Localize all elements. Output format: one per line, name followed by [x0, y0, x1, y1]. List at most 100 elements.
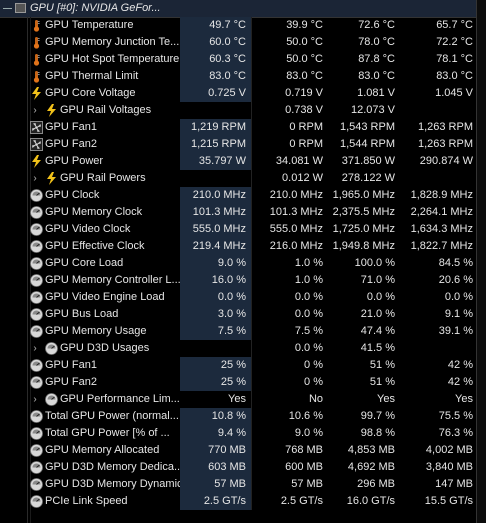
current-value: 25 %: [180, 357, 252, 374]
min-value: 50.0 °C: [286, 36, 323, 48]
sensor-row[interactable]: GPU Hot Spot Temperature 60.3 °C 50.0 °C 87…: [0, 51, 486, 68]
current-value: 3.0 %: [180, 306, 252, 323]
sensor-row[interactable]: GPU Thermal Limit 83.0 °C 83.0 °C 83.0 °C 83…: [0, 68, 486, 85]
max-value: 98.8 %: [360, 427, 395, 439]
collapse-line-icon[interactable]: [3, 8, 12, 9]
sensor-row[interactable]: GPU Fan1 25 % 0 % 51 % 42 %: [0, 357, 486, 374]
sensor-label: GPU Clock: [45, 189, 100, 201]
sensor-label: GPU Fan2: [45, 138, 97, 150]
sensor-label: Total GPU Power (normal...: [45, 410, 179, 422]
gpu-group-title: GPU [#0]: NVIDIA GeFor...: [30, 2, 161, 14]
sensor-row[interactable]: Total GPU Power (normal... 10.8 % 10.6 % 99…: [0, 408, 486, 425]
avg-value: 65.7 °C: [436, 19, 473, 31]
sensor-group-row[interactable]: › GPU D3D Usages 0.0 % 41.5 %: [0, 340, 486, 357]
sensor-name-cell: GPU Hot Spot Temperature: [0, 51, 180, 68]
min-value: 600 MB: [285, 461, 323, 473]
sensor-row[interactable]: GPU Power 35.797 W 34.081 W 371.850 W 290.87…: [0, 153, 486, 170]
sensor-label: GPU D3D Memory Dedica...: [45, 461, 180, 473]
max-value: 278.122 W: [341, 172, 395, 184]
max-value: 0.0 %: [366, 291, 395, 303]
gauge-icon: [30, 376, 43, 389]
expand-chevron-icon[interactable]: ›: [33, 394, 37, 405]
avg-value: Yes: [455, 393, 473, 405]
max-value: 1,725.0 MHz: [332, 223, 395, 235]
max-value: 1,965.0 MHz: [332, 189, 395, 201]
expand-chevron-icon[interactable]: ›: [33, 343, 37, 354]
sensor-row[interactable]: GPU D3D Memory Dynamic 57 MB 57 MB 296 MB 14…: [0, 476, 486, 493]
sensor-row[interactable]: GPU Effective Clock 219.4 MHz 216.0 MHz 1,9…: [0, 238, 486, 255]
min-value: 0.719 V: [285, 87, 323, 99]
min-value: 0.0 %: [294, 308, 323, 320]
max-value: 1,543 RPM: [339, 121, 395, 133]
sensor-row[interactable]: GPU Bus Load 3.0 % 0.0 % 21.0 % 9.1 %: [0, 306, 486, 323]
current-value: 219.4 MHz: [180, 238, 252, 255]
sensor-row[interactable]: GPU D3D Memory Dedica... 603 MB 600 MB 4,69…: [0, 459, 486, 476]
sensor-row[interactable]: GPU Clock 210.0 MHz 210.0 MHz 1,965.0 MHz 1,…: [0, 187, 486, 204]
avg-value: [400, 340, 476, 357]
sensor-row[interactable]: PCIe Link Speed 2.5 GT/s 2.5 GT/s 16.0 GT/s…: [0, 493, 486, 510]
avg-value: 3,840 MB: [425, 461, 473, 473]
min-value: 50.0 °C: [286, 53, 323, 65]
sensor-label: PCIe Link Speed: [45, 495, 128, 507]
sensor-name-cell: GPU Clock: [0, 187, 180, 204]
avg-value: 1,828.9 MHz: [410, 189, 473, 201]
max-value: 78.0 °C: [358, 36, 395, 48]
max-value: 87.8 °C: [358, 53, 395, 65]
min-value: 555.0 MHz: [269, 223, 323, 235]
min-value: 0 RPM: [289, 121, 323, 133]
sensor-label: GPU Temperature: [45, 19, 134, 31]
sensor-name-cell: › GPU D3D Usages: [0, 340, 180, 357]
sensor-group-row[interactable]: › GPU Rail Powers 0.012 W 278.122 W: [0, 170, 486, 187]
max-value: 2,375.5 MHz: [332, 206, 395, 218]
sensor-row[interactable]: GPU Memory Junction Te... 60.0 °C 50.0 °C 7…: [0, 34, 486, 51]
sensor-row[interactable]: GPU Fan2 25 % 0 % 51 % 42 %: [0, 374, 486, 391]
expand-chevron-icon[interactable]: ›: [33, 173, 37, 184]
fan-icon: [30, 121, 43, 134]
min-value: 0 RPM: [289, 138, 323, 150]
sensor-row[interactable]: GPU Memory Clock 101.3 MHz 101.3 MHz 2,375.…: [0, 204, 486, 221]
sensor-row[interactable]: GPU Fan2 1,215 RPM 0 RPM 1,544 RPM 1,263 RPM: [0, 136, 486, 153]
lightning-icon: [45, 104, 58, 117]
avg-value: 1,634.3 MHz: [410, 223, 473, 235]
max-value: 41.5 %: [360, 342, 395, 354]
current-value: [180, 340, 252, 357]
sensor-label: GPU Fan2: [45, 376, 97, 388]
scrollbar[interactable]: [477, 0, 486, 523]
min-value: 34.081 W: [275, 155, 323, 167]
sensor-row[interactable]: GPU Video Clock 555.0 MHz 555.0 MHz 1,725.0…: [0, 221, 486, 238]
sensor-row[interactable]: GPU Temperature 49.7 °C 39.9 °C 72.6 °C 65.7…: [0, 17, 486, 34]
current-value: 25 %: [180, 374, 252, 391]
sensor-row[interactable]: GPU Fan1 1,219 RPM 0 RPM 1,543 RPM 1,263 RPM: [0, 119, 486, 136]
max-value: 16.0 GT/s: [346, 495, 395, 507]
sensor-name-cell: GPU Bus Load: [0, 306, 180, 323]
gpu-chip-icon: [15, 3, 26, 13]
min-value: 0.738 V: [285, 104, 323, 116]
sensor-label: GPU Memory Allocated: [45, 444, 160, 456]
current-value: Yes: [180, 391, 252, 408]
sensor-name-cell: GPU Fan2: [0, 374, 180, 391]
sensor-label: GPU Rail Powers: [60, 172, 146, 184]
sensor-group-row[interactable]: › GPU Rail Voltages 0.738 V 12.073 V: [0, 102, 486, 119]
gauge-icon: [45, 342, 58, 355]
sensor-name-cell: GPU D3D Memory Dynamic: [0, 476, 180, 493]
gpu-group-header[interactable]: GPU [#0]: NVIDIA GeFor...: [0, 0, 486, 17]
sensor-label: GPU Effective Clock: [45, 240, 145, 252]
current-value: 0.0 %: [180, 289, 252, 306]
min-value: 768 MB: [285, 444, 323, 456]
sensor-row[interactable]: GPU Memory Allocated 770 MB 768 MB 4,853 MB…: [0, 442, 486, 459]
sensor-label: GPU Fan1: [45, 121, 97, 133]
sensor-row[interactable]: GPU Core Load 9.0 % 1.0 % 100.0 % 84.5 %: [0, 255, 486, 272]
avg-value: 72.2 °C: [436, 36, 473, 48]
max-value: 371.850 W: [341, 155, 395, 167]
sensor-row[interactable]: GPU Memory Usage 7.5 % 7.5 % 47.4 % 39.1 %: [0, 323, 486, 340]
sensor-row[interactable]: GPU Video Engine Load 0.0 % 0.0 % 0.0 % 0.0 …: [0, 289, 486, 306]
thermometer-icon: [30, 19, 43, 32]
sensor-row[interactable]: GPU Memory Controller L... 16.0 % 1.0 % 71.…: [0, 272, 486, 289]
sensor-row[interactable]: Total GPU Power [% of ... 9.4 % 9.0 % 98.8 …: [0, 425, 486, 442]
expand-chevron-icon[interactable]: ›: [33, 105, 37, 116]
sensor-group-row[interactable]: › GPU Performance Lim... Yes No Yes Yes: [0, 391, 486, 408]
sensor-row[interactable]: GPU Core Voltage 0.725 V 0.719 V 1.081 V 1.0…: [0, 85, 486, 102]
current-value: 210.0 MHz: [180, 187, 252, 204]
max-value: 21.0 %: [360, 308, 395, 320]
sensor-label: GPU Fan1: [45, 359, 97, 371]
